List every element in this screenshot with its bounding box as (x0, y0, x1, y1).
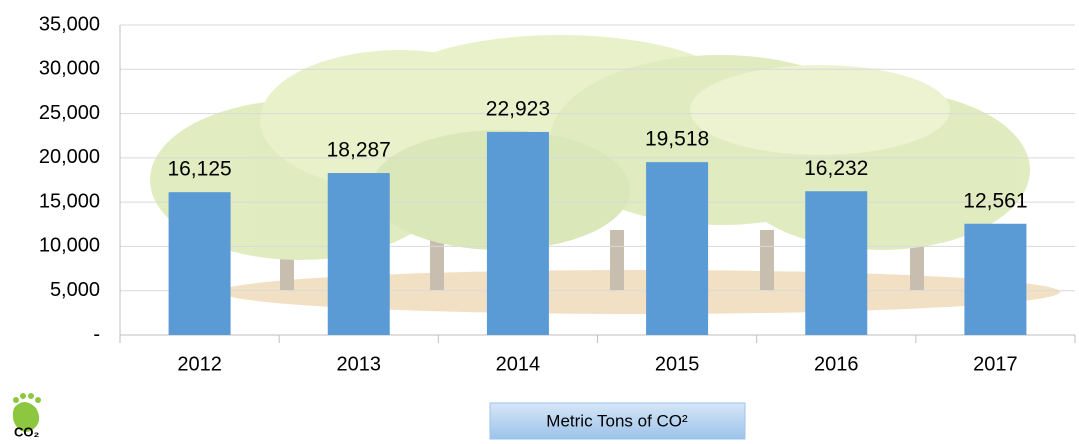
value-label: 16,232 (804, 157, 868, 180)
logo-text: CO₂ (14, 424, 40, 439)
value-label: 16,125 (167, 158, 231, 181)
bar (805, 191, 867, 335)
y-tick-label: 15,000 (39, 190, 100, 212)
y-tick-label: 25,000 (39, 102, 100, 124)
logo: CO₂ (13, 393, 41, 439)
x-tick-label: 2017 (973, 353, 1018, 375)
value-label: 19,518 (645, 128, 709, 151)
bar (328, 173, 390, 335)
y-tick-label: 5,000 (50, 279, 100, 301)
x-tick-label: 2012 (177, 353, 222, 375)
legend-label: Metric Tons of CO² (546, 411, 688, 430)
y-tick-label: - (93, 323, 100, 345)
value-label: 12,561 (963, 189, 1027, 212)
bar (169, 192, 231, 335)
x-tick-label: 2015 (655, 353, 700, 375)
x-tick-label: 2016 (814, 353, 859, 375)
x-tick-label: 2014 (496, 353, 541, 375)
bar (646, 162, 708, 335)
y-tick-label: 35,000 (39, 13, 100, 35)
value-label: 18,287 (327, 139, 391, 162)
chart: CO₂ - 5,000 10,000 15,000 20,000 25,000 30,000… (0, 0, 1079, 444)
x-tick-label: 2013 (337, 353, 382, 375)
y-tick-label: 30,000 (39, 58, 100, 80)
value-label: 22,923 (486, 98, 550, 121)
bar (964, 224, 1026, 335)
bar (487, 132, 549, 335)
y-tick-label: 10,000 (39, 235, 100, 257)
background-trees (150, 35, 1060, 314)
y-tick-label: 20,000 (39, 146, 100, 168)
